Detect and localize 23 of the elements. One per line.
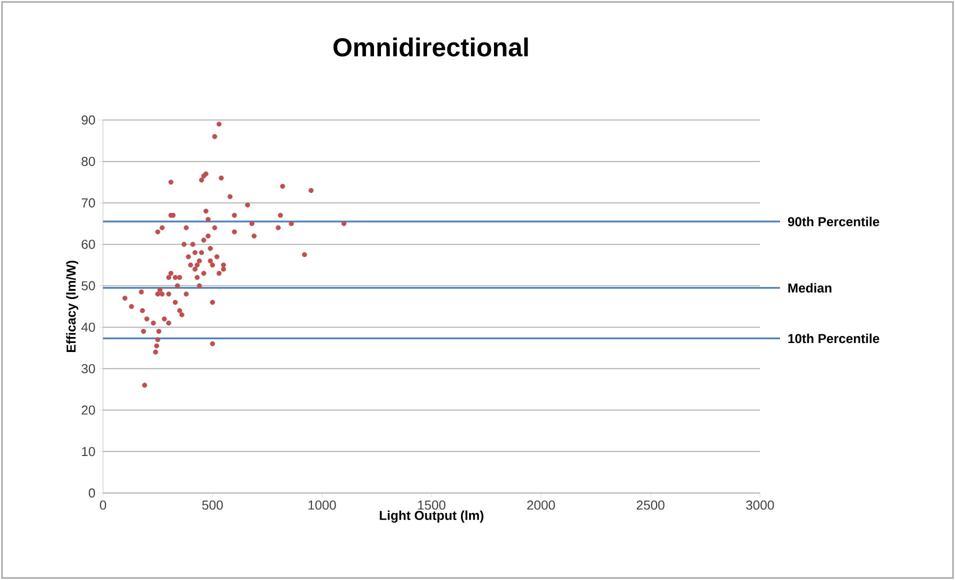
ref-line-label: 90th Percentile	[788, 216, 880, 226]
chart-title: Omnidirectional	[333, 37, 528, 56]
x-tick-label: 2000	[527, 500, 555, 510]
y-tick-label: 80	[82, 156, 95, 166]
x-tick-label: 3000	[746, 500, 774, 510]
ref-line-label: Median	[788, 283, 832, 293]
y-tick-label: 10	[82, 446, 95, 456]
y-tick-label: 0	[88, 488, 95, 498]
x-tick-label: 1000	[308, 500, 336, 510]
x-tick-label: 0	[100, 500, 106, 510]
y-tick-label: 30	[82, 364, 95, 374]
y-axis-title: Efficacy (lm/W)	[66, 260, 78, 352]
x-tick-label: 1500	[418, 500, 446, 510]
y-tick-label: 90	[82, 115, 95, 125]
y-tick-label: 60	[82, 240, 95, 249]
x-axis-title: Light Output (lm)	[380, 510, 484, 523]
y-tick-label: 70	[82, 198, 95, 208]
y-tick-label: 20	[82, 406, 95, 415]
x-tick-label: 500	[202, 500, 223, 510]
y-tick-label: 40	[81, 322, 95, 332]
x-tick-label: 2500	[636, 500, 664, 510]
y-tick-label: 50	[82, 281, 95, 290]
ref-line-label: 10th Percentile	[788, 334, 880, 344]
